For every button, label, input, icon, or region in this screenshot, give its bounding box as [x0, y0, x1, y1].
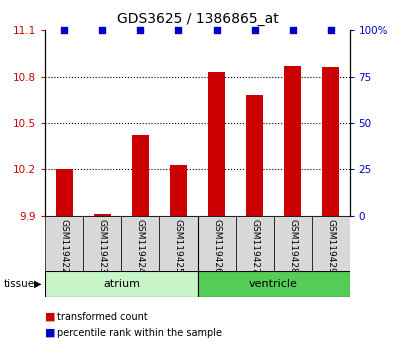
- Text: ventricle: ventricle: [249, 279, 298, 289]
- Text: GSM119426: GSM119426: [212, 219, 221, 273]
- Point: [213, 27, 220, 33]
- Text: GDS3625 / 1386865_at: GDS3625 / 1386865_at: [117, 12, 278, 27]
- Bar: [235, 216, 274, 271]
- Text: tissue: tissue: [4, 279, 35, 289]
- Point: [290, 27, 296, 33]
- Text: GSM119424: GSM119424: [136, 219, 145, 273]
- Bar: [122, 216, 160, 271]
- Point: [137, 27, 144, 33]
- Point: [61, 27, 68, 33]
- Text: GSM119427: GSM119427: [250, 219, 259, 273]
- Text: percentile rank within the sample: percentile rank within the sample: [57, 328, 222, 338]
- Point: [327, 27, 334, 33]
- Bar: [83, 216, 122, 271]
- Bar: [312, 216, 350, 271]
- Text: GSM119429: GSM119429: [326, 219, 335, 273]
- Text: GSM119422: GSM119422: [60, 219, 69, 273]
- Text: ■: ■: [45, 312, 56, 322]
- Bar: [246, 95, 263, 216]
- Bar: [273, 216, 312, 271]
- Bar: [45, 216, 83, 271]
- Bar: [45, 271, 198, 297]
- Point: [99, 27, 105, 33]
- Point: [175, 27, 182, 33]
- Bar: [160, 216, 198, 271]
- Bar: [198, 271, 350, 297]
- Bar: [198, 216, 235, 271]
- Text: GSM119425: GSM119425: [174, 219, 183, 273]
- Bar: [56, 170, 73, 216]
- Bar: [94, 215, 111, 216]
- Bar: [132, 136, 149, 216]
- Text: transformed count: transformed count: [57, 312, 148, 322]
- Bar: [322, 67, 339, 216]
- Bar: [284, 66, 301, 216]
- Text: ■: ■: [45, 328, 56, 338]
- Point: [251, 27, 258, 33]
- Text: GSM119428: GSM119428: [288, 219, 297, 273]
- Bar: [170, 165, 187, 216]
- Text: GSM119423: GSM119423: [98, 219, 107, 273]
- Bar: [208, 72, 225, 216]
- Text: ▶: ▶: [34, 279, 41, 289]
- Text: atrium: atrium: [103, 279, 140, 289]
